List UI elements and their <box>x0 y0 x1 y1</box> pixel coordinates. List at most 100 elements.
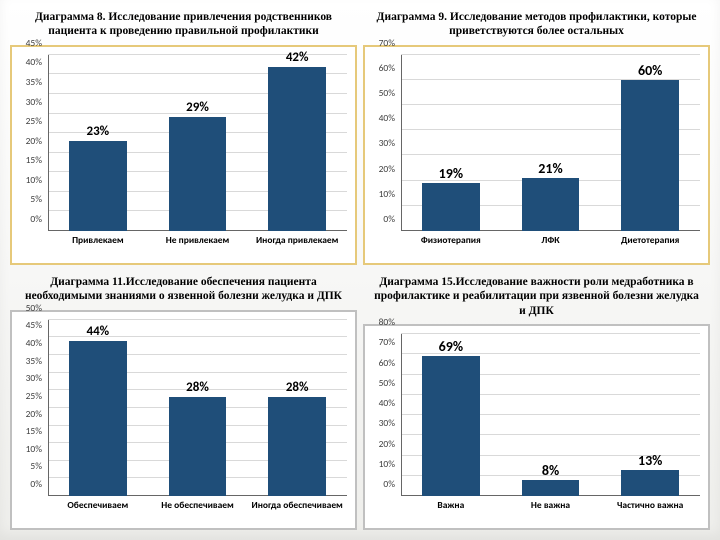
y-tick-label: 70% <box>379 336 395 348</box>
x-label: Иногда привлекаем <box>247 233 347 263</box>
bar-value-label: 8% <box>542 462 559 479</box>
x-label: Иногда обеспечиваем <box>247 498 347 528</box>
y-tick-label: 35% <box>26 76 42 88</box>
y-ticks: 0%10%20%30%40%50%60%70%80% <box>365 334 397 496</box>
bar-value-label: 21% <box>538 160 562 177</box>
x-label: Частично важна <box>600 498 700 528</box>
bar-slot: 69% <box>401 334 501 496</box>
y-tick-label: 50% <box>26 302 42 314</box>
y-tick-label: 20% <box>26 408 42 420</box>
y-tick-label: 60% <box>379 357 395 369</box>
bar-value-label: 13% <box>638 452 662 469</box>
bar: 60% <box>621 80 679 231</box>
y-tick-label: 0% <box>383 213 395 225</box>
plot-area: 23% 29% 42% <box>48 55 347 231</box>
x-label: Физиотерапия <box>401 233 501 263</box>
y-tick-label: 5% <box>30 193 42 205</box>
bar: 8% <box>522 480 580 496</box>
y-ticks: 0%10%20%30%40%50%60%70% <box>365 55 397 231</box>
chart-box: 19%21%60%0%10%20%30%40%50%60%70%Физиотер… <box>363 45 710 265</box>
x-label: Не привлекаем <box>148 233 248 263</box>
chart-panel-0: Диаграмма 8. Исследование привлечения ро… <box>10 6 357 265</box>
page: Диаграмма 8. Исследование привлечения ро… <box>0 0 720 540</box>
x-label: Обеспечиваем <box>48 498 148 528</box>
bar-value-label: 28% <box>186 380 209 395</box>
bar-slot: 13% <box>600 334 700 496</box>
chart-title: Диаграмма 15.Исследование важности роли … <box>363 271 710 324</box>
y-tick-label: 20% <box>26 135 42 147</box>
y-tick-label: 25% <box>26 115 42 127</box>
bar-slot: 28% <box>148 320 248 496</box>
y-tick-label: 50% <box>379 87 395 99</box>
bar-value-label: 69% <box>439 338 463 355</box>
bar-slot: 44% <box>48 320 148 496</box>
y-ticks: 0%5%10%15%20%25%30%35%40%45% <box>12 55 44 231</box>
chart-panel-2: Диаграмма 11.Исследование обеспечения па… <box>10 271 357 530</box>
bar: 42% <box>268 67 326 232</box>
x-label: Диетотерапия <box>600 233 700 263</box>
bar-slot: 19% <box>401 55 501 231</box>
bar-slot: 42% <box>247 55 347 231</box>
bar: 19% <box>422 183 480 231</box>
y-tick-label: 20% <box>379 163 395 175</box>
bar-slot: 21% <box>501 55 601 231</box>
y-tick-label: 35% <box>26 355 42 367</box>
y-tick-label: 30% <box>379 137 395 149</box>
bars: 23% 29% 42% <box>48 55 347 231</box>
y-tick-label: 0% <box>30 478 42 490</box>
x-labels: ОбеспечиваемНе обеспечиваемИногда обеспе… <box>48 498 347 528</box>
y-tick-label: 30% <box>26 96 42 108</box>
x-label: Привлекаем <box>48 233 148 263</box>
chart-panel-1: Диаграмма 9. Исследование методов профил… <box>363 6 710 265</box>
x-label: ЛФК <box>501 233 601 263</box>
chart-box: 23%29%42%0%5%10%15%20%25%30%35%40%45%При… <box>10 45 357 265</box>
plot-area: 19% 21% 60% <box>401 55 700 231</box>
bar: 23% <box>69 141 127 231</box>
y-tick-label: 10% <box>379 458 395 470</box>
y-tick-label: 0% <box>30 213 42 225</box>
y-tick-label: 80% <box>379 316 395 328</box>
y-tick-label: 40% <box>379 112 395 124</box>
y-tick-label: 0% <box>383 478 395 490</box>
y-tick-label: 40% <box>26 337 42 349</box>
chart-box: 44%28%28%0%5%10%15%20%25%30%35%40%45%50%… <box>10 310 357 530</box>
y-tick-label: 45% <box>26 37 42 49</box>
bars: 44% 28% 28% <box>48 320 347 496</box>
x-label: Важна <box>401 498 501 528</box>
y-tick-label: 5% <box>30 460 42 472</box>
y-tick-label: 30% <box>26 372 42 384</box>
x-label: Не обеспечиваем <box>148 498 248 528</box>
bar-value-label: 60% <box>638 62 662 79</box>
bar-slot: 23% <box>48 55 148 231</box>
bar-value-label: 23% <box>87 124 110 139</box>
y-tick-label: 10% <box>379 188 395 200</box>
y-ticks: 0%5%10%15%20%25%30%35%40%45%50% <box>12 320 44 496</box>
y-tick-label: 70% <box>379 37 395 49</box>
bar: 28% <box>169 397 227 496</box>
bar-value-label: 29% <box>186 100 209 115</box>
chart-title: Диаграмма 8. Исследование привлечения ро… <box>10 6 357 45</box>
y-tick-label: 10% <box>26 174 42 186</box>
bar: 29% <box>169 117 227 231</box>
x-label: Не важна <box>501 498 601 528</box>
bar: 28% <box>268 397 326 496</box>
y-tick-label: 15% <box>26 425 42 437</box>
y-tick-label: 20% <box>379 438 395 450</box>
bar: 44% <box>69 341 127 496</box>
x-labels: ПривлекаемНе привлекаемИногда привлекаем <box>48 233 347 263</box>
y-tick-label: 60% <box>379 62 395 74</box>
y-tick-label: 50% <box>379 377 395 389</box>
y-tick-label: 30% <box>379 417 395 429</box>
bar: 21% <box>522 178 580 231</box>
bars: 69% 8% 13% <box>401 334 700 496</box>
bar: 13% <box>621 470 679 496</box>
bar-value-label: 44% <box>87 324 110 339</box>
bar-value-label: 28% <box>286 380 309 395</box>
chart-box: 69%8%13%0%10%20%30%40%50%60%70%80%ВажнаН… <box>363 324 710 530</box>
y-tick-label: 15% <box>26 154 42 166</box>
bars: 19% 21% 60% <box>401 55 700 231</box>
y-tick-label: 40% <box>379 397 395 409</box>
y-tick-label: 25% <box>26 390 42 402</box>
y-tick-label: 45% <box>26 319 42 331</box>
bar-slot: 28% <box>247 320 347 496</box>
